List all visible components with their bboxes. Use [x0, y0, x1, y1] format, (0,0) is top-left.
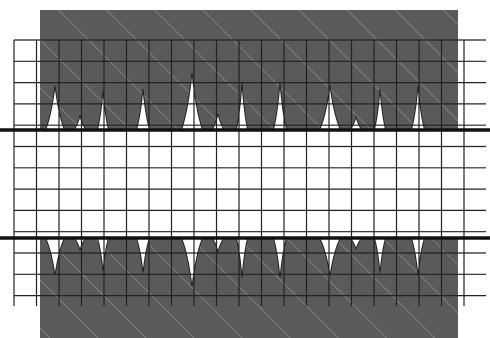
grid-figure — [0, 0, 490, 338]
